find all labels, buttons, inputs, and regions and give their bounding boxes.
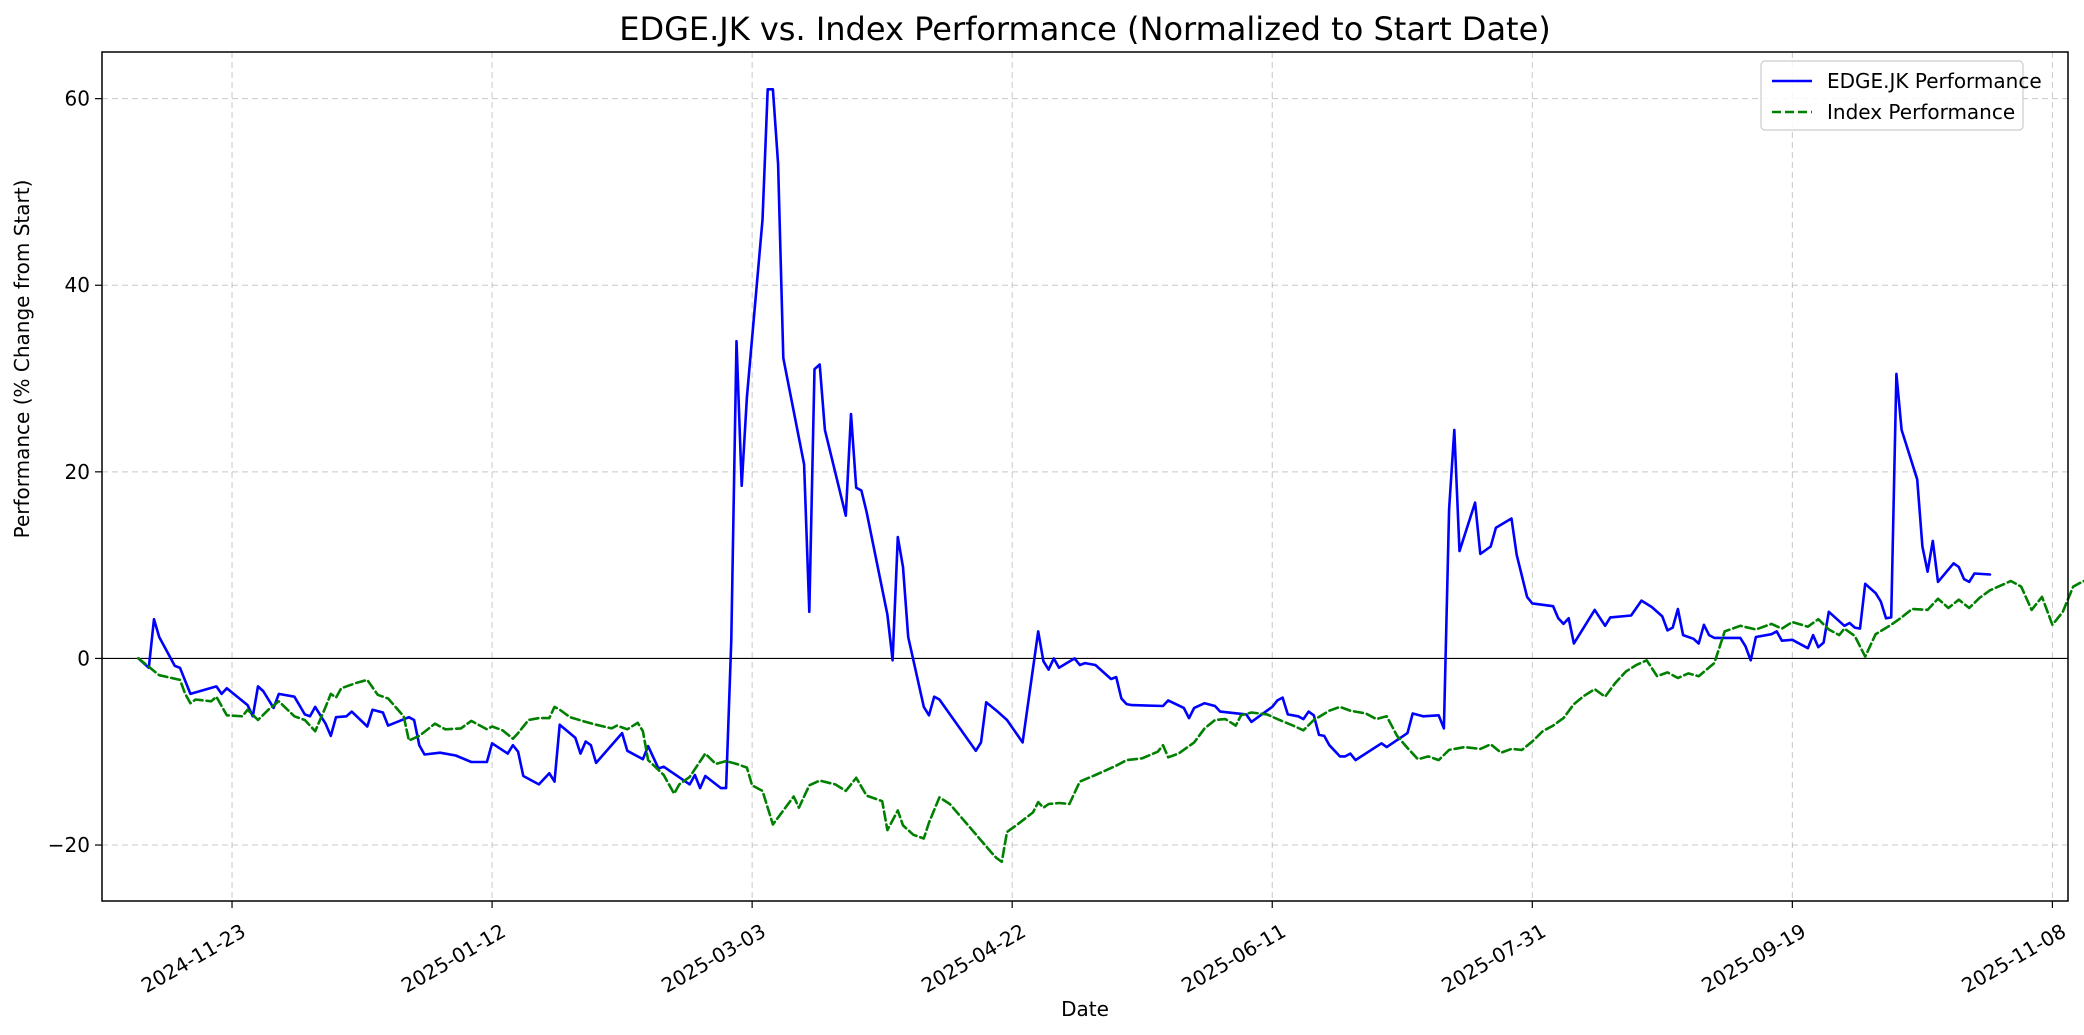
legend-box [1760,60,2024,131]
legend-label-index: Index Performance [1827,100,2015,124]
legend: EDGE.JK Performance Index Performance [1760,60,2042,131]
y-tick-label: 0 [77,646,90,670]
series-layer [137,88,2084,864]
edge-jk-performance-line [137,88,1992,790]
y-axis-label: Performance (% Change from Start) [10,180,34,539]
y-tick-label: 40 [65,273,90,297]
plot-frame [101,51,2069,902]
y-tick-label: 20 [65,460,90,484]
chart-title: EDGE.JK vs. Index Performance (Normalize… [619,10,1551,48]
y-tick-label: 60 [65,87,90,111]
legend-label-edge: EDGE.JK Performance [1827,69,2042,93]
index-performance-line [137,579,2084,864]
y-tick-label: −20 [48,833,90,857]
x-axis-label: Date [1061,997,1109,1021]
